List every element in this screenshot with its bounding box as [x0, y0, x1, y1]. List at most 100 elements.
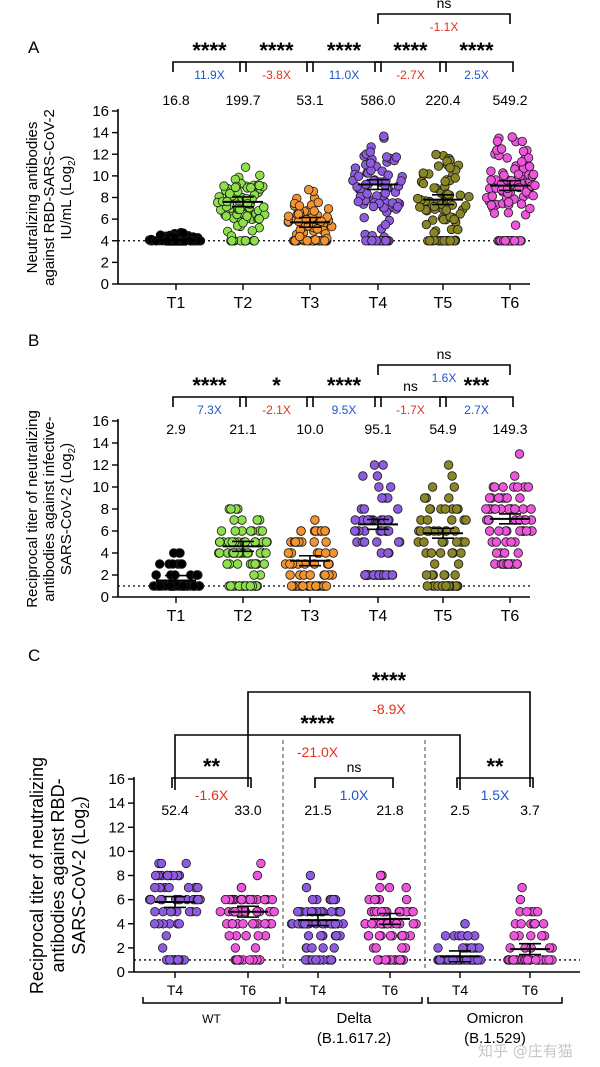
significance-label: ns	[437, 346, 452, 362]
data-point	[250, 943, 261, 953]
data-point	[383, 170, 393, 180]
data-point	[328, 894, 339, 905]
data-point	[305, 570, 315, 580]
data-point	[367, 919, 377, 929]
data-point	[521, 526, 532, 536]
data-point	[374, 482, 384, 492]
data-point	[229, 515, 239, 525]
data-point	[484, 493, 495, 503]
comparison-bracket: * -2.1X	[239, 373, 314, 417]
data-point	[155, 581, 165, 591]
data-group-t4	[350, 460, 405, 580]
data-point	[293, 907, 303, 917]
data-point	[298, 581, 308, 591]
data-point	[320, 526, 330, 536]
gmt-value-label: 21.1	[229, 421, 256, 437]
y-axis-label-line: SARS-CoV-2 (Log2)	[58, 443, 78, 575]
significance-label: ****	[393, 38, 428, 63]
data-group-t4	[144, 858, 205, 965]
fold-change-label: -1.7X	[396, 403, 425, 417]
data-point	[395, 955, 405, 965]
data-point	[385, 931, 396, 941]
data-point	[249, 236, 260, 246]
data-point	[350, 515, 360, 525]
data-point	[510, 471, 520, 481]
gmt-value-label: 149.3	[492, 421, 527, 437]
significance-label: *	[272, 373, 281, 398]
data-point	[367, 236, 377, 246]
significance-label: ****	[300, 711, 335, 736]
data-point	[431, 149, 441, 160]
variant-lineage-label: (B.1.617.2)	[317, 1030, 391, 1047]
data-point	[452, 537, 462, 547]
data-point	[515, 894, 526, 905]
data-point	[331, 931, 341, 941]
data-point	[491, 548, 502, 558]
data-point	[428, 215, 438, 225]
data-point	[440, 176, 450, 187]
data-point	[518, 146, 529, 157]
data-point	[305, 870, 316, 881]
significance-label: ****	[372, 668, 407, 693]
fold-change-label: 7.3X	[197, 403, 222, 417]
fold-change-label: -1.1X	[430, 20, 459, 34]
comparison-bracket: **** 11.9X	[172, 38, 247, 82]
data-point	[461, 515, 471, 525]
data-point	[321, 548, 331, 558]
data-point	[453, 224, 463, 235]
x-tick-label: T1	[167, 608, 186, 625]
data-point	[440, 931, 451, 941]
data-point	[173, 955, 183, 965]
significance-label: ns	[403, 378, 418, 394]
y-tick-label: 2	[101, 567, 109, 584]
data-point	[419, 493, 430, 503]
data-point	[453, 559, 464, 569]
data-point	[245, 894, 256, 905]
data-point	[293, 209, 304, 219]
data-point	[168, 548, 179, 558]
data-point	[241, 931, 251, 941]
data-point	[422, 515, 433, 525]
data-point	[530, 180, 540, 191]
bracket-line	[377, 13, 511, 24]
data-point	[429, 183, 439, 193]
data-point	[222, 559, 232, 569]
variant-label: Delta	[336, 1010, 372, 1027]
data-point	[512, 559, 522, 569]
y-tick-label: 10	[92, 168, 109, 185]
data-point	[456, 548, 466, 558]
data-point	[358, 471, 368, 481]
data-point	[255, 170, 265, 181]
gmt-value-label: 10.0	[296, 421, 323, 437]
data-point	[312, 224, 323, 234]
bracket-line	[314, 777, 394, 788]
bracket-line	[374, 396, 447, 407]
data-point	[229, 548, 239, 558]
data-point	[506, 537, 516, 547]
fold-change-label: -2.7X	[396, 68, 425, 82]
data-point	[445, 236, 455, 246]
data-point	[510, 504, 520, 514]
data-point	[191, 907, 202, 917]
data-group-t4	[433, 919, 486, 965]
data-point	[517, 882, 527, 893]
y-axis-label-line: Reciprocal titer of neutralizing	[24, 410, 41, 608]
y-tick-label: 6	[101, 523, 109, 540]
data-point	[528, 190, 538, 201]
data-point	[150, 882, 160, 893]
x-tick-label: T4	[167, 982, 184, 998]
data-point	[310, 515, 320, 525]
data-point	[319, 236, 330, 246]
fold-change-label: 11.9X	[194, 68, 224, 82]
data-point	[220, 894, 231, 905]
data-point	[321, 537, 331, 547]
comparison-bracket: **** 9.5X	[306, 373, 382, 417]
gmt-value-label: 33.0	[234, 802, 261, 818]
data-point	[503, 197, 514, 207]
data-point	[496, 144, 507, 154]
data-point	[426, 548, 437, 558]
x-tick-label: T2	[234, 608, 253, 625]
data-point	[449, 214, 459, 225]
data-point	[401, 882, 411, 893]
data-point	[439, 570, 449, 580]
